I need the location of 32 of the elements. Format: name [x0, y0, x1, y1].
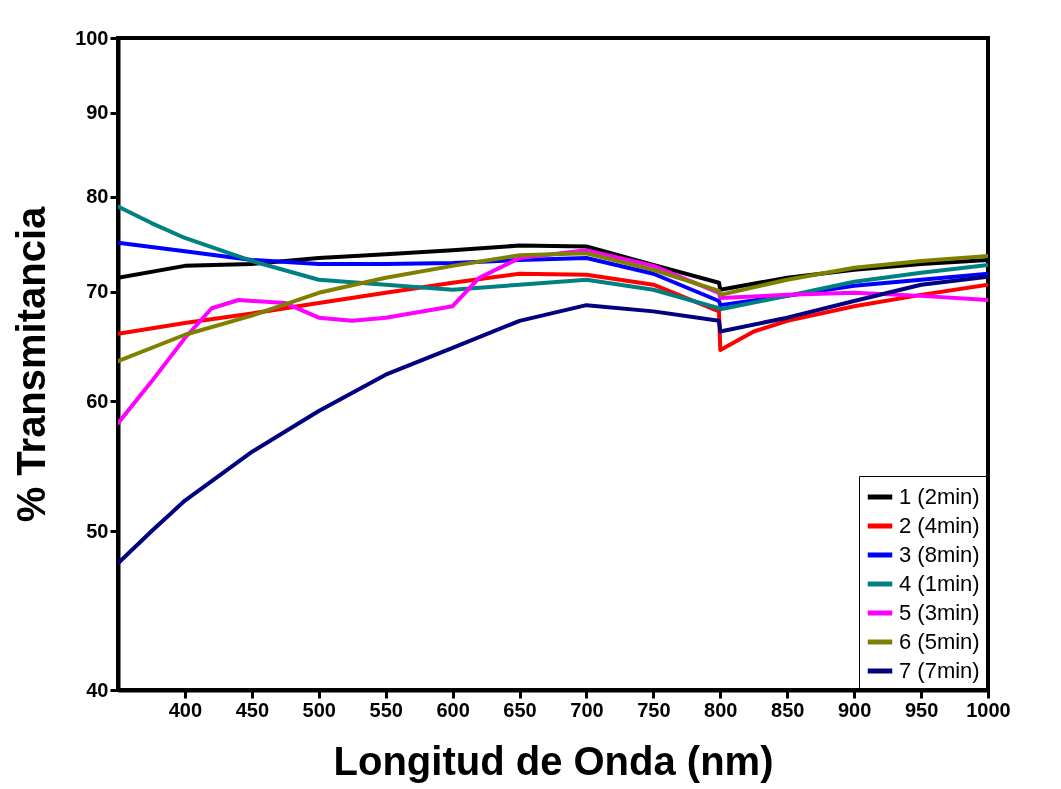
y-tick-label: 70: [86, 280, 109, 303]
x-tick-label: 550: [369, 698, 403, 721]
legend-label: 2 (4min): [899, 513, 980, 538]
x-tick-label: 600: [436, 698, 470, 721]
y-tick-label: 100: [75, 26, 109, 49]
line-series: [118, 251, 988, 364]
x-tick-label: 750: [637, 698, 671, 721]
x-tick-label: 450: [235, 698, 270, 721]
x-tick-label: 800: [704, 698, 738, 721]
legend-label: 3 (8min): [899, 542, 980, 567]
line-series: [118, 274, 988, 566]
x-tick-label: 900: [837, 698, 872, 721]
y-tick-label: 90: [86, 101, 109, 124]
legend-label: 5 (3min): [899, 600, 980, 625]
x-tick-label: 650: [503, 698, 537, 721]
legend-label: 7 (7min): [899, 658, 980, 683]
x-tick-label: 700: [570, 698, 604, 721]
y-tick-label: 50: [86, 519, 109, 542]
legend-label: 1 (2min): [899, 484, 980, 509]
y-tick-label: 80: [86, 185, 109, 208]
line-series: [118, 204, 988, 312]
x-tick-label: 400: [168, 698, 203, 721]
legend-label: 4 (1min): [899, 571, 980, 596]
y-tick-label: 40: [86, 678, 109, 701]
legend-label: 6 (5min): [899, 629, 980, 654]
x-axis-title: Longitud de Onda (nm): [333, 738, 774, 783]
x-tick-label: 950: [904, 698, 939, 721]
x-tick-label: 1000: [966, 698, 1011, 721]
x-tick-label: 850: [771, 698, 805, 721]
y-axis-title: % Transmitancia: [9, 205, 54, 523]
y-tick-label: 60: [86, 389, 109, 412]
x-tick-label: 500: [302, 698, 336, 721]
